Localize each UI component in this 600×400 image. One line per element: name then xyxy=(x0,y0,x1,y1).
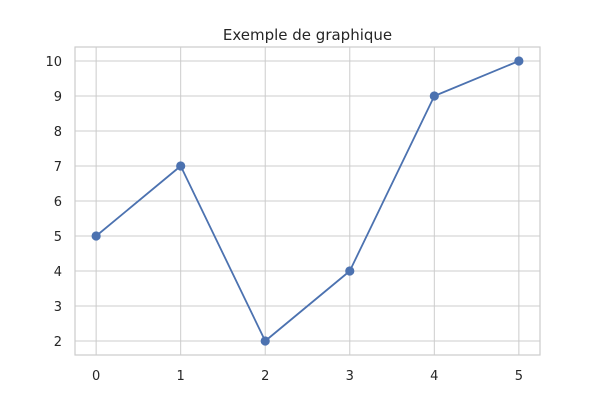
data-point xyxy=(514,56,524,66)
plot-frame xyxy=(74,46,541,356)
grid-layer xyxy=(75,47,540,355)
x-tick-label: 0 xyxy=(92,369,100,384)
y-tick-label: 9 xyxy=(54,90,62,105)
data-point xyxy=(91,231,101,241)
y-tick-label: 7 xyxy=(54,160,62,175)
y-tick-label: 5 xyxy=(54,230,62,245)
y-tick-label: 2 xyxy=(54,335,62,350)
x-tick-label: 3 xyxy=(346,369,354,384)
data-point xyxy=(176,161,186,171)
chart-title: Exemple de graphique xyxy=(223,26,392,44)
x-tick-label: 2 xyxy=(261,369,269,384)
data-point xyxy=(345,266,355,276)
x-tick-label: 5 xyxy=(515,369,523,384)
data-point xyxy=(429,91,439,101)
x-tick-label: 4 xyxy=(430,369,438,384)
tick-labels: 0 1 2 3 4 5 2 3 4 5 6 7 8 9 10 xyxy=(45,55,523,384)
y-tick-label: 4 xyxy=(54,265,62,280)
y-tick-label: 3 xyxy=(54,300,62,315)
x-tick-label: 1 xyxy=(177,369,185,384)
y-tick-label: 8 xyxy=(54,125,62,140)
series-line xyxy=(95,60,520,342)
series-layer xyxy=(91,56,524,346)
y-tick-label: 6 xyxy=(54,195,62,210)
y-tick-label: 10 xyxy=(45,55,62,70)
data-point xyxy=(260,336,270,346)
